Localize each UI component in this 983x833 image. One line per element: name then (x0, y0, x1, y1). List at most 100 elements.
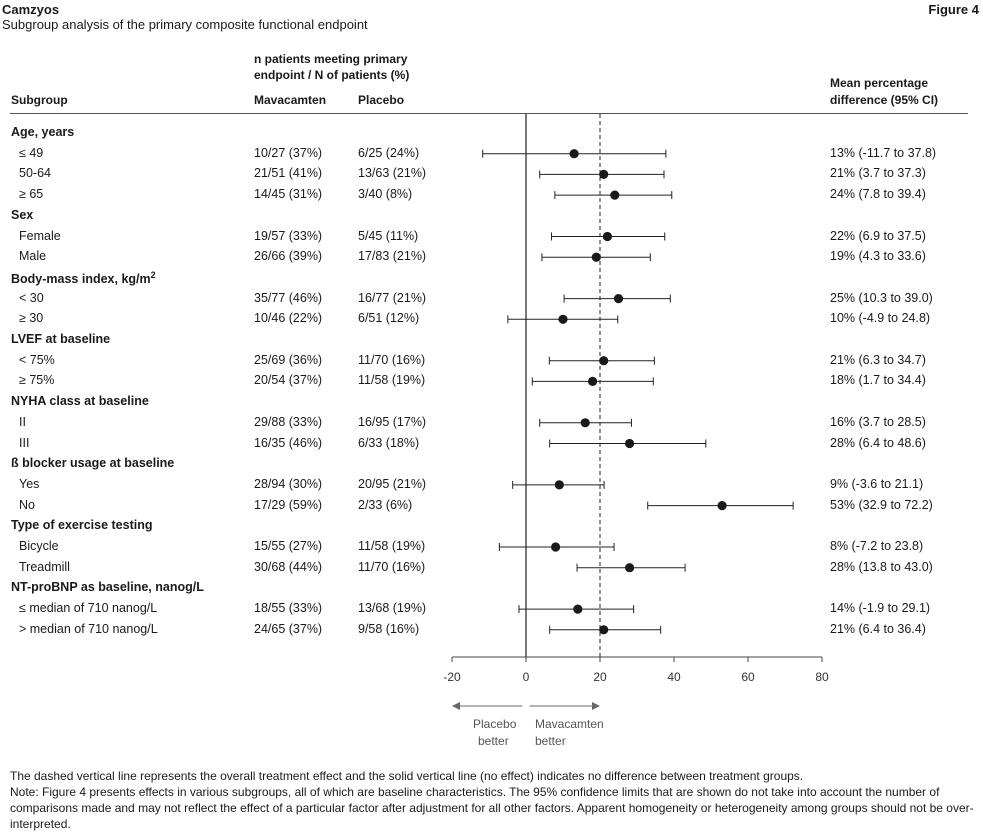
mavacamten-cell: 19/57 (33%) (254, 228, 323, 243)
direction-left-line2: better (478, 734, 509, 748)
row-label: Yes (19, 476, 40, 491)
mavacamten-cell: 30/68 (44%) (254, 559, 323, 574)
placebo-cell: 16/95 (17%) (358, 414, 427, 429)
row-label: Male (19, 249, 47, 264)
x-tick-label: 60 (741, 670, 755, 684)
forest-row-mark (554, 190, 673, 200)
mavacamten-header: Mavacamten (254, 93, 327, 107)
forest-row-mark (549, 438, 707, 449)
group-title: Body-mass index, kg/m2 (11, 269, 156, 287)
placebo-cell: 3/40 (8%) (358, 187, 413, 202)
point-estimate (588, 376, 598, 386)
difference-cell: 19% (4.3 to 33.6) (830, 249, 926, 264)
placebo-cell: 13/63 (21%) (358, 166, 427, 181)
group-title-superscript: 2 (150, 269, 156, 280)
row-label: > median of 710 nanog/L (19, 621, 158, 636)
mavacamten-cell: 15/55 (27%) (254, 539, 323, 553)
group-title-text: Body-mass index, kg/m (11, 272, 151, 287)
difference-cell: 16% (3.7 to 28.5) (830, 414, 926, 429)
group-title-text: LVEF at baseline (11, 332, 111, 346)
placebo-cell: 11/58 (19%) (358, 539, 426, 553)
difference-cell: 28% (6.4 to 48.6) (830, 435, 926, 450)
placebo-header: Placebo (358, 93, 405, 107)
subgroup-header: Subgroup (11, 93, 68, 107)
point-estimate (625, 438, 635, 449)
mavacamten-cell: 14/45 (31%) (254, 187, 323, 202)
mavacamten-cell: 25/69 (36%) (254, 352, 323, 367)
direction-left-line1: Placebo (473, 717, 517, 731)
placebo-cell: 16/77 (21%) (358, 290, 427, 305)
figure-label: Figure 4 (928, 2, 979, 17)
placebo-cell: 6/51 (12%) (358, 311, 420, 326)
placebo-cell: 9/58 (16%) (358, 621, 420, 636)
point-estimate (599, 169, 609, 179)
row-label: < 30 (19, 290, 44, 305)
point-estimate (591, 252, 601, 262)
x-tick-label: -20 (443, 670, 461, 684)
group-title-text: ß blocker usage at baseline (11, 456, 175, 471)
placebo-cell: 20/95 (21%) (358, 476, 427, 491)
placebo-cell: 6/33 (18%) (358, 435, 420, 450)
mavacamten-cell: 10/46 (22%) (254, 311, 323, 326)
row-label: < 75% (19, 352, 55, 367)
row-label: Female (19, 228, 61, 243)
forest-row-mark (563, 294, 671, 304)
group-header-line1: n patients meeting primary (254, 52, 408, 66)
group-title: Age, years (11, 126, 74, 139)
row-label: No (19, 497, 35, 512)
footnote-2: Note: Figure 4 presents effects in vario… (10, 785, 974, 831)
x-tick-label: 20 (593, 670, 607, 684)
difference-cell: 24% (7.8 to 39.4) (830, 187, 926, 202)
difference-cell: 21% (6.4 to 36.4) (830, 621, 926, 636)
mavacamten-cell: 29/88 (33%) (254, 414, 323, 429)
forest-row-mark (647, 501, 794, 511)
point-estimate (602, 231, 613, 242)
direction-right-line1: Mavacamten (535, 717, 604, 731)
mavacamten-cell: 10/27 (37%) (254, 145, 323, 160)
point-estimate (554, 480, 564, 490)
row-label: ≤ median of 710 nanog/L (19, 601, 158, 616)
direction-right-line2: better (535, 734, 566, 748)
mavacamten-cell: 28/94 (30%) (254, 476, 323, 491)
placebo-cell: 6/25 (24%) (358, 145, 420, 160)
group-title: Type of exercise testing (11, 519, 153, 532)
x-tick-label: 0 (523, 670, 530, 684)
mavacamten-cell: 21/51 (41%) (254, 166, 323, 181)
point-estimate (569, 149, 579, 159)
mavacamten-cell: 18/55 (33%) (254, 601, 323, 616)
forest-row-mark (539, 418, 632, 428)
mavacamten-cell: 26/66 (39%) (254, 249, 323, 264)
group-title: Sex (11, 209, 33, 222)
forest-row-mark (576, 563, 686, 573)
forest-row-mark (518, 604, 635, 614)
difference-cell: 9% (-3.6 to 21.1) (830, 476, 924, 491)
forest-row-mark (482, 149, 667, 159)
forest-row-mark (541, 252, 651, 262)
figure-subtitle: Subgroup analysis of the primary composi… (2, 17, 368, 32)
x-tick-label: 40 (667, 670, 681, 684)
drug-title: Camzyos (2, 2, 60, 17)
point-estimate (580, 418, 590, 428)
point-estimate (610, 190, 620, 200)
placebo-cell: 13/68 (19%) (358, 601, 427, 616)
difference-cell: 28% (13.8 to 43.0) (830, 559, 933, 574)
header-rule (10, 113, 968, 114)
group-title-text: NYHA class at baseline (11, 394, 149, 409)
mavacamten-cell: 17/29 (59%) (254, 497, 323, 512)
group-title-text: NT-proBNP as baseline, nanog/L (11, 580, 204, 595)
placebo-cell: 11/70 (16%) (358, 559, 426, 574)
row-label: 50-64 (19, 166, 51, 181)
difference-cell: 10% (-4.9 to 24.8) (830, 311, 931, 326)
placebo-cell: 5/45 (11%) (358, 228, 419, 243)
footnote-1: The dashed vertical line represents the … (10, 769, 804, 783)
forest-row-mark (539, 169, 665, 179)
diff-header-line1: Mean percentage (830, 76, 929, 90)
point-estimate (573, 604, 583, 614)
row-label: ≥ 75% (19, 373, 55, 388)
row-label: III (19, 435, 30, 450)
group-title: NT-proBNP as baseline, nanog/L (11, 581, 204, 594)
difference-cell: 21% (3.7 to 37.3) (830, 166, 926, 181)
difference-cell: 25% (10.3 to 39.0) (830, 290, 933, 305)
forest-row-mark (531, 376, 654, 386)
row-label: ≥ 30 (19, 311, 44, 326)
